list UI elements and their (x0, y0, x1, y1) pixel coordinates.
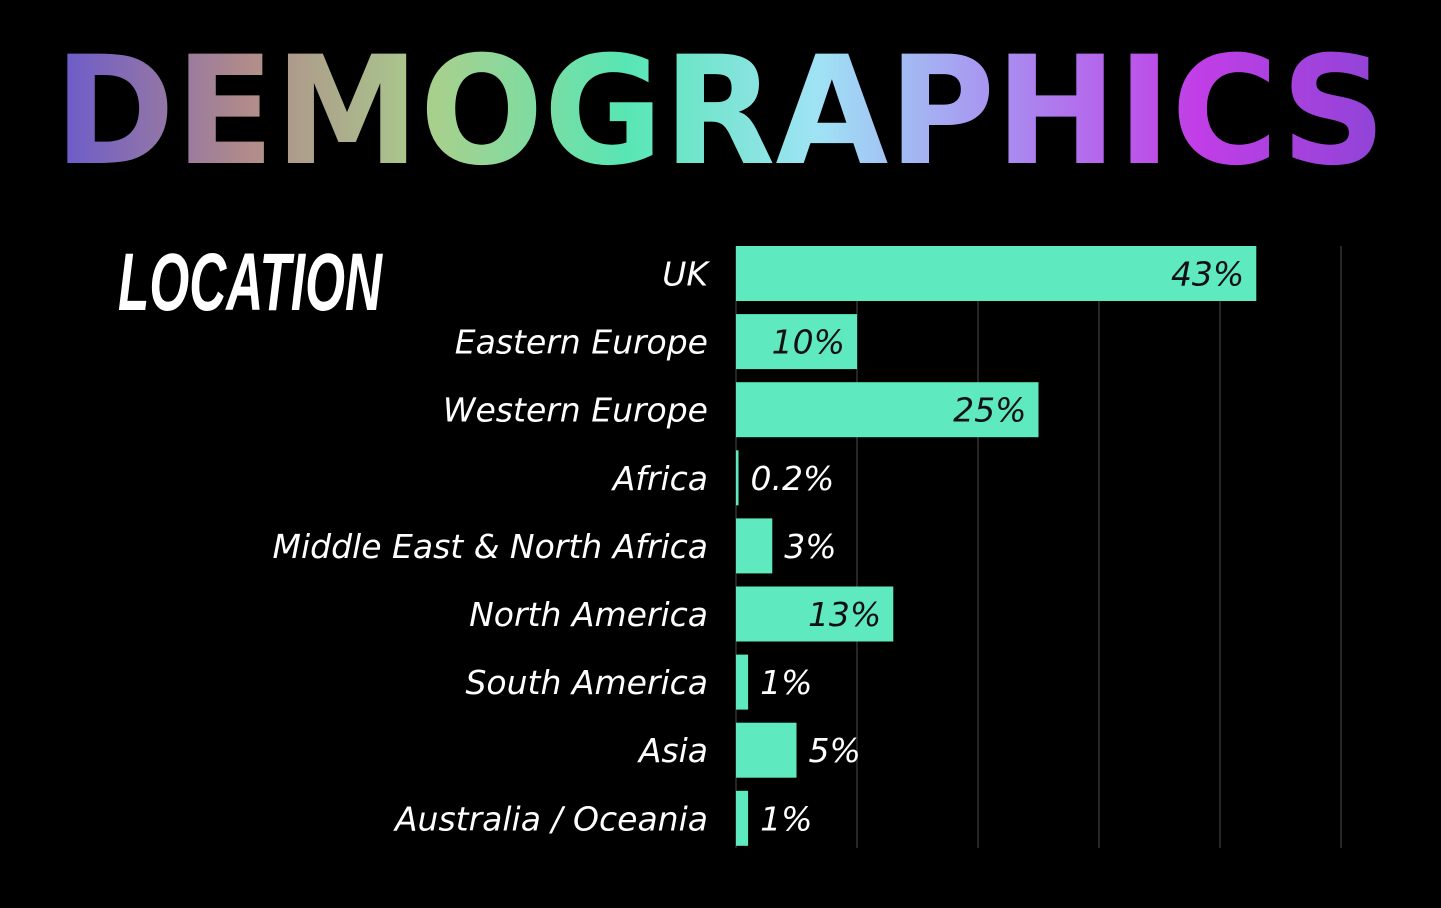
category-label: Western Europe (443, 391, 708, 430)
bar (736, 246, 1257, 301)
bar (736, 450, 739, 506)
category-label: Middle East & North Africa (273, 527, 709, 566)
category-label: UK (662, 255, 710, 294)
value-label: 3% (784, 527, 836, 566)
value-label: 1% (760, 663, 812, 702)
category-label: Asia (637, 731, 708, 770)
value-label: 13% (808, 595, 881, 634)
chart-title-container: LOCATION (118, 237, 383, 326)
bar (736, 722, 797, 778)
bar (736, 382, 1039, 438)
value-label: 43% (1171, 255, 1244, 294)
value-label: 5% (809, 731, 861, 770)
category-labels: UK Eastern Europe Western Europe Africa Midd… (273, 255, 711, 839)
chart-title: LOCATION (118, 237, 383, 326)
bar (736, 654, 749, 710)
value-label: 0.2% (751, 459, 835, 498)
category-label: North America (469, 595, 708, 634)
header-banner: DEMOGRAPHICS (54, 25, 1386, 199)
value-label: 25% (953, 391, 1026, 430)
bar (736, 586, 894, 642)
page-title: DEMOGRAPHICS (54, 25, 1386, 199)
value-label: 1% (760, 799, 812, 838)
bar (736, 314, 857, 370)
category-label: Australia / Oceania (393, 799, 708, 838)
value-labels: 43% 10% 25% 0.2% 3% 13% 1% 5% 1% (751, 255, 1245, 839)
value-label: 10% (772, 323, 845, 362)
bar (736, 790, 749, 846)
bars (736, 246, 1257, 846)
category-label: Eastern Europe (455, 323, 708, 362)
category-label: Africa (611, 459, 708, 498)
category-label: South America (465, 663, 708, 702)
bar (736, 518, 773, 574)
